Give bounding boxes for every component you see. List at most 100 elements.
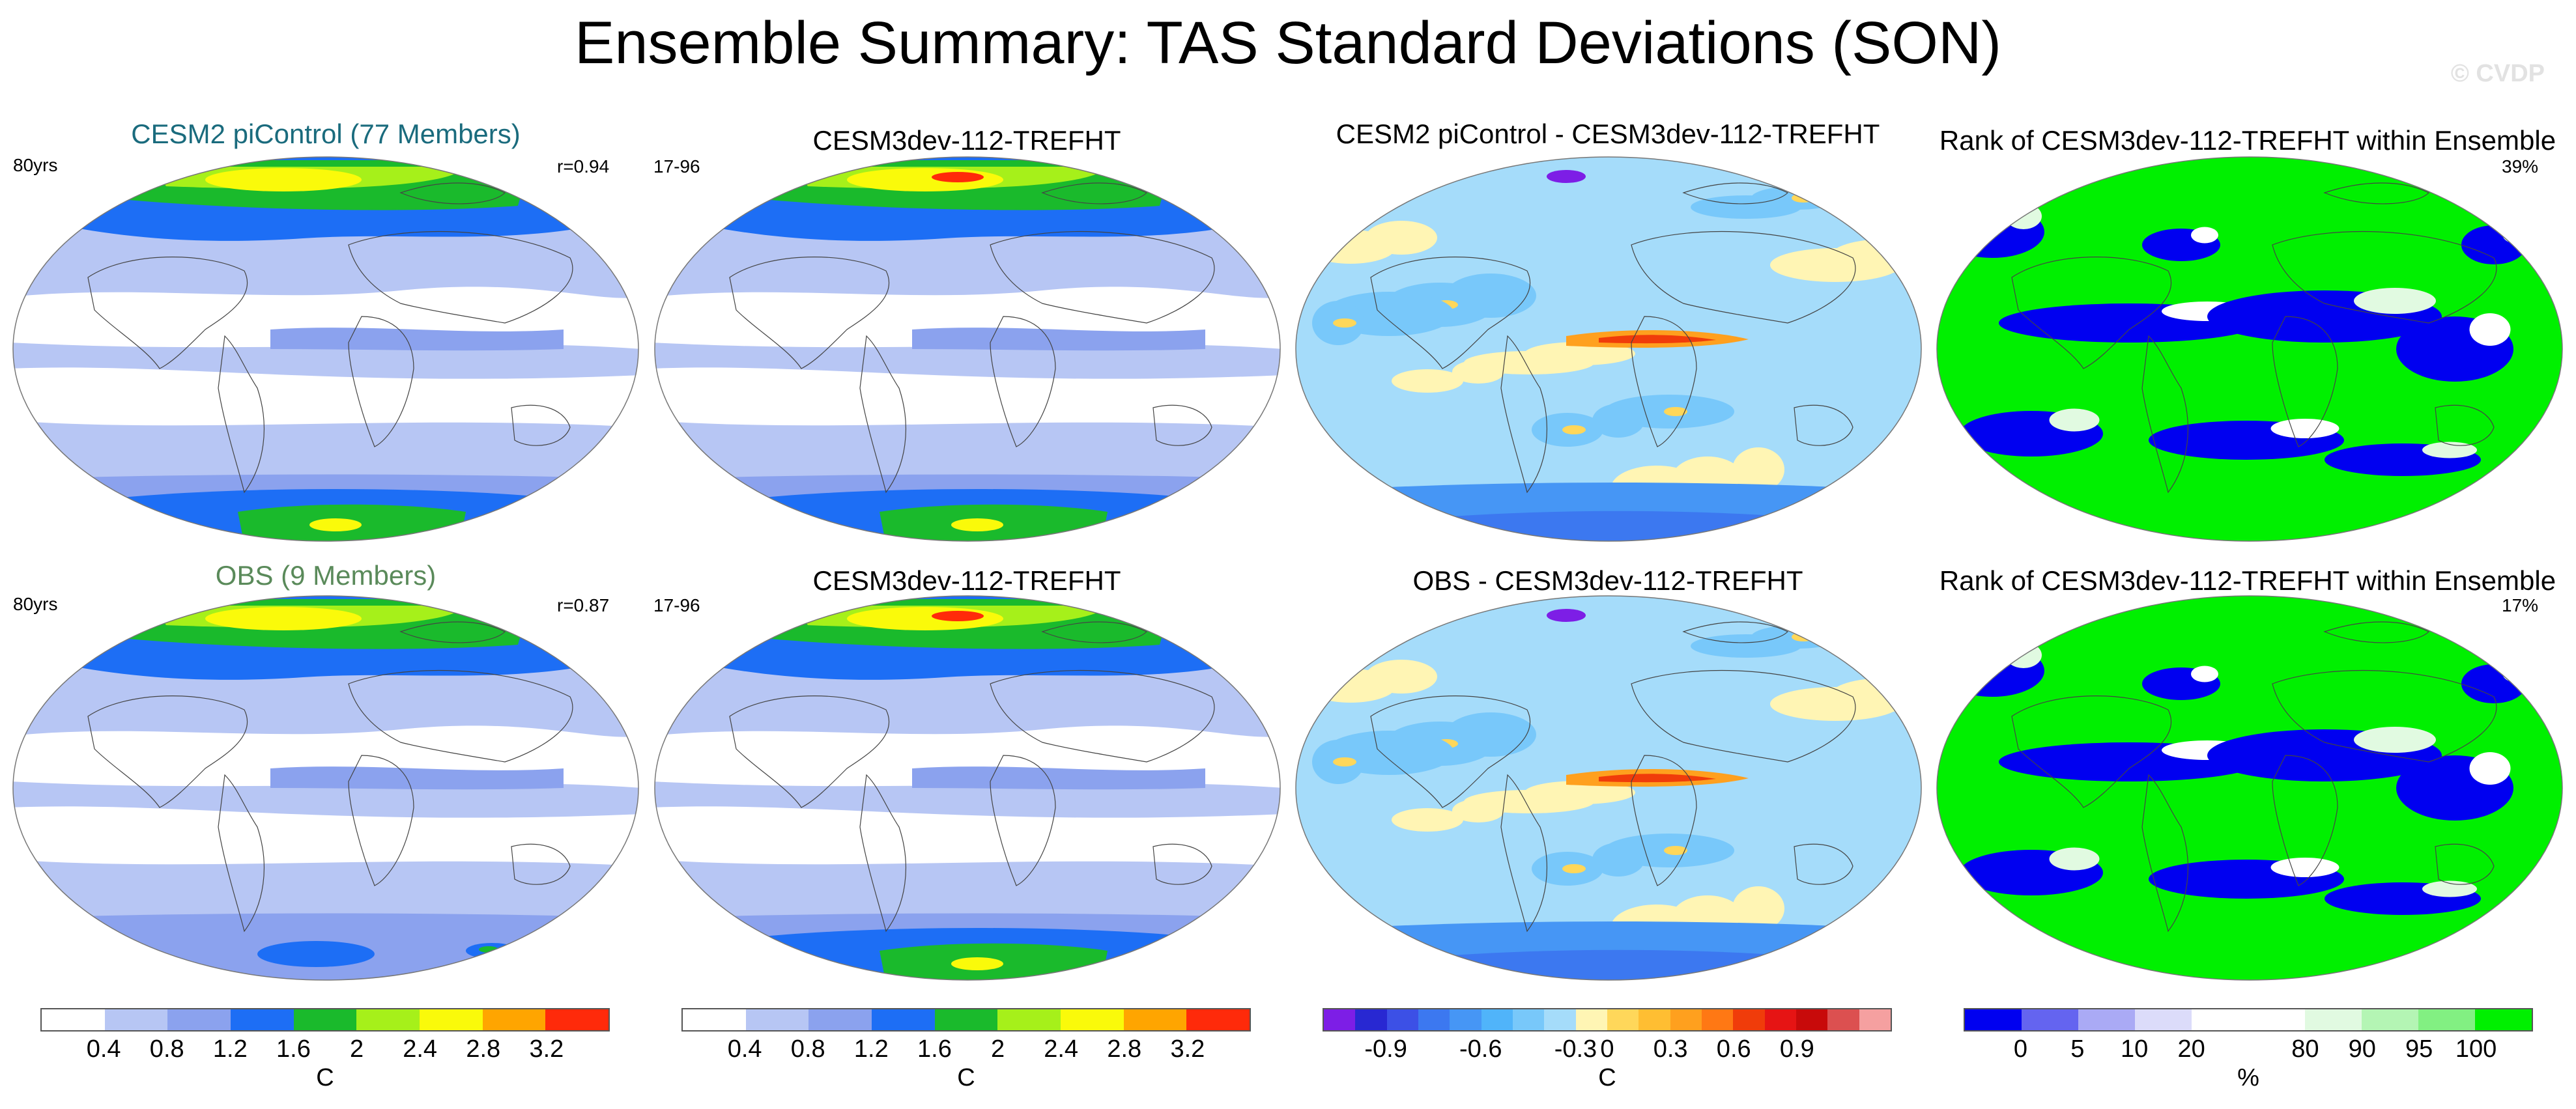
colorbar-tick-label: 2.8 [1107,1035,1142,1063]
colorbar-swatch [1701,1009,1734,1030]
colorbar-tick-label: -0.3 [1554,1035,1597,1063]
colorbar-tick-label: 0.8 [790,1035,825,1063]
colorbar-swatch [1355,1009,1387,1030]
colorbar-swatch [1450,1009,1481,1030]
map-r2c1 [10,593,642,983]
colorbar-unit-label: C [957,1064,975,1091]
colorbar-swatch [1575,1009,1607,1030]
colorbar-swatch [1796,1009,1828,1030]
panel-title-r1c2: CESM3dev-112-TREFHT [812,125,1121,156]
colorbar-swatch [1512,1009,1545,1030]
colorbar-stddev-2 [681,1008,1251,1032]
colorbar-swatch [2418,1009,2475,1030]
colorbar-swatch [1418,1009,1450,1030]
colorbar-tick-label: 5 [2070,1035,2085,1063]
colorbar-swatch [997,1009,1061,1030]
colorbar-tick-label: 1.2 [853,1035,889,1063]
colorbar-swatch [1827,1009,1859,1030]
colorbar-swatch [1324,1009,1356,1030]
panel-title-r1c4: Rank of CESM3dev-112-TREFHT within Ensem… [1939,125,2556,156]
panel-title-r2c2: CESM3dev-112-TREFHT [812,565,1121,596]
colorbar-swatch [745,1009,809,1030]
colorbar-swatch [2362,1009,2418,1030]
colorbar-swatch [1186,1009,1250,1030]
colorbar-swatch [1733,1009,1765,1030]
colorbar-tick-label: 1.2 [212,1035,248,1063]
colorbar-swatch [1481,1009,1513,1030]
panel-right-label-r2c1: r=0.87 [557,595,610,615]
map-r2c4 [1934,593,2566,983]
colorbar-tick-label: 2.4 [1044,1035,1079,1063]
panel-right-label-r1c4: 39% [2502,156,2539,176]
colorbar-swatch [809,1009,872,1030]
colorbar-unit-label: C [1598,1064,1616,1091]
colorbar-tick-label: 1.6 [276,1035,311,1063]
colorbar-tick-label: 0.4 [86,1035,121,1063]
colorbar-tick-label: 2.4 [403,1035,438,1063]
colorbar-swatch [2475,1009,2532,1030]
panel-title-r1c3: CESM2 piControl - CESM3dev-112-TREFHT [1336,119,1880,149]
colorbar-tick-label: 2 [990,1035,1005,1063]
colorbar-tick-label: 1.6 [917,1035,952,1063]
colorbar-tick-label: 10 [2121,1035,2149,1063]
panel-left-label-r1c2: 17-96 [653,156,700,176]
colorbar-swatch [231,1009,294,1030]
panel-title-r2c4: Rank of CESM3dev-112-TREFHT within Ensem… [1939,565,2556,596]
colorbar-tick-label: 90 [2348,1035,2376,1063]
colorbar-swatch [293,1009,357,1030]
colorbar-swatch [1965,1009,2022,1030]
colorbar-swatch [1386,1009,1418,1030]
colorbar-tick-label: 95 [2405,1035,2433,1063]
panel-title-r2c3: OBS - CESM3dev-112-TREFHT [1412,565,1803,596]
map-r1c1 [10,154,642,544]
panel-left-label-r2c2: 17-96 [653,595,700,615]
colorbar-swatch [545,1009,609,1030]
colorbar-swatch [2078,1009,2135,1030]
colorbar-swatch [42,1009,105,1030]
colorbar-tick-label: -0.6 [1459,1035,1502,1063]
map-r1c2 [651,154,1283,544]
colorbar-swatch [872,1009,935,1030]
colorbar-tick-label: 0 [1600,1035,1614,1063]
panel-right-label-r1c1: r=0.94 [557,156,610,176]
colorbar-swatch [2192,1009,2248,1030]
colorbar-swatch [2135,1009,2192,1030]
colorbar-swatch [683,1009,746,1030]
colorbar-unit-label: % [2237,1064,2259,1091]
colorbar-tick-label: 0.6 [1716,1035,1751,1063]
colorbar-tick-label: 2.8 [466,1035,501,1063]
panel-left-label-r1c1: 80yrs [13,155,58,175]
colorbar-swatch [1544,1009,1576,1030]
colorbar-swatch [1859,1009,1891,1030]
colorbar-swatch [2022,1009,2078,1030]
map-r2c3 [1293,593,1925,983]
colorbar-swatch [1607,1009,1639,1030]
colorbar-tick-label: 2 [349,1035,364,1063]
panel-title-r1c1: CESM2 piControl (77 Members) [131,119,521,149]
colorbar-swatch [167,1009,231,1030]
colorbar-swatch [420,1009,483,1030]
panel-left-label-r2c1: 80yrs [13,594,58,614]
colorbar-swatch [2248,1009,2305,1030]
colorbar-swatch [356,1009,420,1030]
colorbar-swatch [1639,1009,1670,1030]
colorbar-swatch [1061,1009,1124,1030]
colorbar-tick-label: 0.3 [1653,1035,1688,1063]
figure-title: Ensemble Summary: TAS Standard Deviation… [574,10,2002,76]
colorbar-diff [1323,1008,1892,1032]
colorbar-tick-label: 3.2 [1170,1035,1205,1063]
copyright-watermark: © CVDP [2450,60,2545,87]
colorbar-swatch [1670,1009,1702,1030]
colorbar-tick-label: 0.9 [1779,1035,1814,1063]
colorbar-tick-label: 20 [2177,1035,2205,1063]
map-r2c2 [651,593,1283,983]
colorbar-swatch [482,1009,546,1030]
colorbar-swatch [104,1009,168,1030]
panel-right-label-r2c4: 17% [2502,595,2539,615]
colorbar-tick-label: 80 [2291,1035,2319,1063]
colorbar-tick-label: 0.8 [149,1035,184,1063]
colorbar-swatch [934,1009,998,1030]
panel-title-r2c1: OBS (9 Members) [215,560,436,591]
colorbar-tick-label: 3.2 [529,1035,564,1063]
colorbar-tick-label: -0.9 [1364,1035,1407,1063]
